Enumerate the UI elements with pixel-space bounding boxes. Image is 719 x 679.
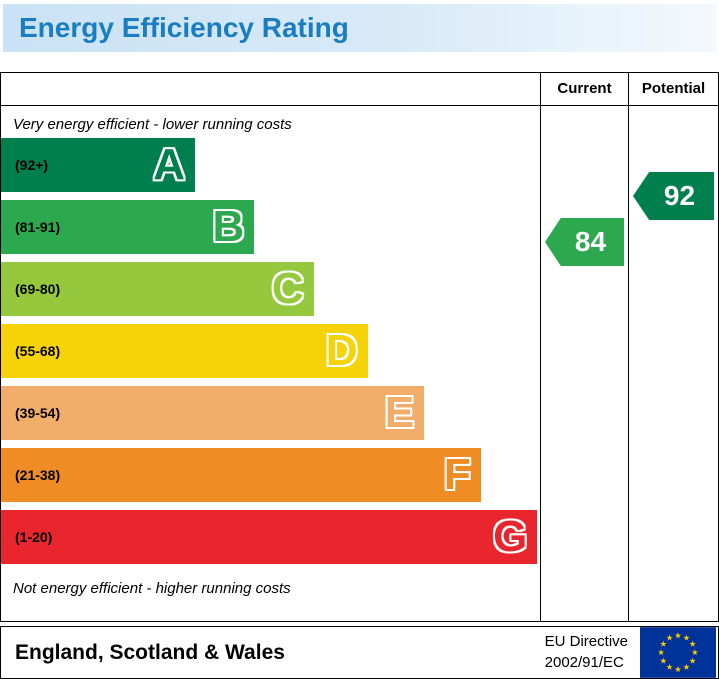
band-d: (55-68) D (1, 324, 368, 378)
band-d-range: (55-68) (15, 343, 61, 359)
eu-directive-label: EU Directive 2002/91/EC (545, 632, 628, 673)
footer: England, Scotland & Wales EU Directive 2… (0, 626, 719, 679)
band-b-range: (81-91) (15, 219, 61, 235)
band-a-range: (92+) (15, 157, 49, 173)
band-g-letter: G (493, 512, 528, 561)
potential-column: 92 (628, 106, 718, 621)
potential-column-header: Potential (628, 73, 718, 105)
band-a: (92+) A (1, 138, 196, 192)
band-e-range: (39-54) (15, 405, 61, 421)
caption-bottom: Not energy efficient - higher running co… (13, 580, 291, 597)
band-g-range: (1-20) (15, 529, 53, 545)
band-c: (69-80) C (1, 262, 314, 316)
energy-rating-chart: Current Potential Very energy efficient … (0, 72, 719, 622)
region-label: England, Scotland & Wales (15, 640, 285, 664)
eu-directive-line1: EU Directive (544, 633, 628, 651)
band-f: (21-38) F (1, 448, 481, 502)
band-d-letter: D (325, 326, 358, 375)
eu-flag-icon (640, 627, 716, 678)
chart-header-row: Current Potential (1, 73, 718, 106)
band-f-letter: F (443, 450, 471, 499)
band-c-range: (69-80) (15, 281, 61, 297)
potential-rating-value: 92 (663, 180, 696, 211)
band-b: (81-91) B (1, 200, 255, 254)
band-c-letter: C (271, 264, 304, 313)
chart-header-spacer (1, 73, 540, 105)
current-rating-value: 84 (574, 226, 607, 257)
eu-directive-line2: 2002/91/EC (544, 653, 624, 671)
current-rating-arrow: 84 (545, 218, 624, 266)
band-g: (1-20) G (1, 510, 538, 564)
band-e-letter: E (384, 388, 415, 437)
current-column-header: Current (540, 73, 628, 105)
current-column: 84 (540, 106, 628, 621)
epc-page: Energy Efficiency Rating Current Potenti… (0, 4, 719, 679)
band-f-range: (21-38) (15, 467, 61, 483)
band-b-letter: B (212, 202, 245, 251)
band-a-letter: A (153, 140, 186, 189)
caption-top: Very energy efficient - lower running co… (13, 116, 292, 133)
bands-area: Very energy efficient - lower running co… (1, 106, 540, 621)
chart-body: Very energy efficient - lower running co… (1, 106, 718, 621)
band-e: (39-54) E (1, 386, 425, 440)
page-title: Energy Efficiency Rating (19, 12, 349, 43)
page-header: Energy Efficiency Rating (3, 4, 716, 52)
potential-rating-arrow: 92 (633, 172, 714, 220)
